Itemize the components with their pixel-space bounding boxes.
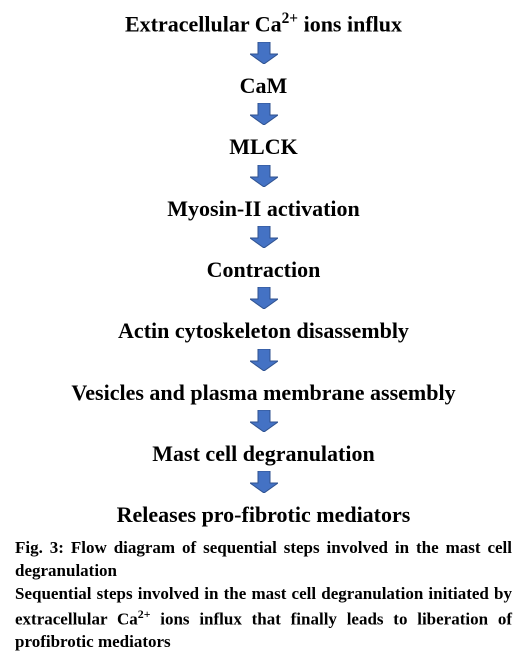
flow-step: Releases pro-fibrotic mediators bbox=[117, 502, 411, 528]
flow-diagram: Extracellular Ca2+ ions influx CaM MLCK … bbox=[15, 10, 512, 529]
caption-body: Sequential steps involved in the mast ce… bbox=[15, 583, 512, 654]
down-arrow-icon bbox=[250, 349, 278, 376]
flow-step: Actin cytoskeleton disassembly bbox=[118, 318, 409, 344]
flow-step: Vesicles and plasma membrane assembly bbox=[71, 380, 455, 406]
down-arrow-icon bbox=[250, 42, 278, 69]
down-arrow-icon bbox=[250, 103, 278, 130]
flow-step: MLCK bbox=[229, 134, 297, 160]
flow-step: Extracellular Ca2+ ions influx bbox=[125, 10, 402, 38]
figure-caption: Fig. 3: Flow diagram of sequential steps… bbox=[15, 537, 512, 654]
down-arrow-icon bbox=[250, 471, 278, 498]
down-arrow-icon bbox=[250, 410, 278, 437]
flow-step: CaM bbox=[240, 73, 288, 99]
flow-step: Contraction bbox=[207, 257, 321, 283]
flow-step: Myosin-II activation bbox=[167, 196, 360, 222]
flow-step: Mast cell degranulation bbox=[152, 441, 374, 467]
caption-title: Fig. 3: Flow diagram of sequential steps… bbox=[15, 537, 512, 583]
down-arrow-icon bbox=[250, 287, 278, 314]
down-arrow-icon bbox=[250, 165, 278, 192]
down-arrow-icon bbox=[250, 226, 278, 253]
